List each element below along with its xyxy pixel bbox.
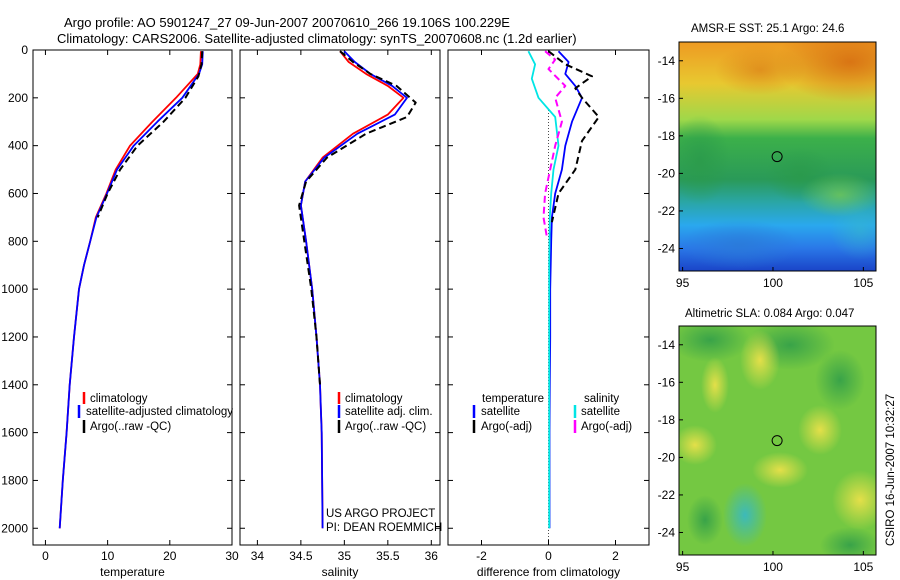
- map-ytick-label: -22: [658, 204, 676, 218]
- sst-map-image: [679, 42, 876, 271]
- difference-legend: temperature satellite Argo(-adj) salinit…: [472, 393, 632, 433]
- depth-tick-label: 1800: [1, 473, 28, 487]
- depth-tick-label: 1200: [1, 330, 28, 344]
- legend-label-temp-satellite: satellite: [481, 406, 520, 418]
- figure-title: Argo profile: AO 5901247_27 09-Jun-2007 …: [64, 15, 510, 30]
- map-ytick-label: -18: [658, 413, 676, 427]
- legend-label-satellite: satellite adj. clim.: [345, 406, 433, 418]
- pi-note: PI: DEAN ROEMMICH: [326, 522, 442, 534]
- temperature-legend: climatology satellite-adjusted climatolo…: [77, 392, 233, 433]
- 2-xtick-label: 0: [545, 549, 552, 563]
- salinity-chart: 34 34.5 35 35.5 36 salinity: [240, 49, 440, 579]
- 2-xlabel: difference from climatology: [477, 565, 620, 579]
- 1-series-2: [298, 50, 417, 385]
- legend-label-climatology: climatology: [345, 393, 403, 405]
- sla-map-axes: 95 100 105 -14 -16 -18 -20 -22 -24: [658, 338, 874, 574]
- salinity-panel: [239, 49, 441, 546]
- sla-map-frame: [678, 325, 877, 556]
- depth-tick-label: 1600: [1, 426, 28, 440]
- project-note: US ARGO PROJECT: [326, 508, 435, 520]
- map-ytick-label: -16: [658, 375, 676, 389]
- sla-map-title: Altimetric SLA: 0.084 Argo: 0.047: [685, 308, 854, 320]
- 0-series-2: [96, 51, 204, 218]
- depth-tick-label: 800: [8, 234, 28, 248]
- map-xtick-label: 95: [676, 560, 690, 574]
- 1-xlabel: salinity: [322, 565, 359, 579]
- depth-tick-label: 1400: [1, 378, 28, 392]
- 2-xtick-label: 2: [612, 549, 619, 563]
- 0-xtick-label: 30: [225, 549, 239, 563]
- depth-tick-label: 200: [8, 91, 28, 105]
- legend-label-satellite: satellite-adjusted climatology: [86, 406, 233, 418]
- depth-tick-label: 600: [8, 186, 28, 200]
- temperature-chart: 0 10 20 30 0 200 400 600 800 1000 1200 1400 1600 1800…: [1, 43, 239, 579]
- legend-label-sal-satellite: satellite: [581, 406, 620, 418]
- 2-series-1: [547, 50, 600, 223]
- salinity-legend: climatology satellite adj. clim. Argo(..…: [337, 392, 433, 433]
- map-ytick-label: -16: [658, 91, 676, 105]
- 0-xtick-label: 20: [163, 549, 177, 563]
- difference-chart: -2 0 2 difference from climatology: [448, 49, 649, 579]
- 0-xtick-label: 0: [42, 549, 49, 563]
- legend-label-temp-argo: Argo(-adj): [481, 421, 532, 433]
- legend-overflow-mask: [233, 400, 239, 420]
- 0-series-1: [58, 51, 204, 529]
- map-xtick-label: 105: [853, 276, 873, 290]
- map-ytick-label: -20: [658, 450, 676, 464]
- 1-xtick-label: 34.5: [289, 549, 313, 563]
- legend-label-argo: Argo(..raw -QC): [90, 421, 171, 433]
- legend-label-argo: Argo(..raw -QC): [345, 421, 426, 433]
- legend-label-sal-argo: Argo(-adj): [581, 421, 632, 433]
- 2-series-2: [527, 50, 560, 529]
- map-xtick-label: 100: [763, 276, 783, 290]
- map-ytick-label: -14: [658, 338, 676, 352]
- map-xtick-label: 105: [853, 560, 873, 574]
- map-ytick-label: -18: [658, 129, 676, 143]
- map-ytick-label: -14: [658, 54, 676, 68]
- sst-map-title: AMSR-E SST: 25.1 Argo: 24.6: [691, 23, 844, 35]
- temperature-panel: [32, 49, 233, 546]
- legend-group-temperature: temperature: [482, 393, 544, 405]
- 1-xtick-label: 36: [425, 549, 439, 563]
- legend-label-climatology: climatology: [90, 393, 148, 405]
- 0-xlabel: temperature: [100, 565, 165, 579]
- float-location-marker: [771, 435, 783, 447]
- sst-map-frame: [678, 41, 877, 272]
- 0-xtick-label: 10: [101, 549, 115, 563]
- depth-tick-label: 1000: [1, 282, 28, 296]
- map-ytick-label: -24: [658, 525, 676, 539]
- 1-xtick-label: 35.5: [376, 549, 400, 563]
- float-location-marker: [771, 151, 783, 163]
- sla-map-image: [679, 326, 876, 555]
- 1-xtick-label: 34: [251, 549, 265, 563]
- 2-xtick-label: -2: [476, 549, 487, 563]
- depth-tick-label: 0: [21, 43, 28, 57]
- map-xtick-label: 100: [763, 560, 783, 574]
- side-timestamp: CSIRO 16-Jun-2007 10:32:27: [885, 394, 897, 546]
- map-ytick-label: -20: [658, 166, 676, 180]
- depth-tick-label: 400: [8, 139, 28, 153]
- legend-group-salinity: salinity: [584, 393, 619, 405]
- 1-xtick-label: 35: [338, 549, 352, 563]
- map-xtick-label: 95: [676, 276, 690, 290]
- map-ytick-label: -22: [658, 488, 676, 502]
- figure-subtitle: Climatology: CARS2006. Satellite-adjuste…: [57, 31, 577, 46]
- map-ytick-label: -24: [658, 241, 676, 255]
- depth-tick-label: 2000: [1, 521, 28, 535]
- sst-map-axes: 95 100 105 -14 -16 -18 -20 -22 -24: [658, 54, 874, 290]
